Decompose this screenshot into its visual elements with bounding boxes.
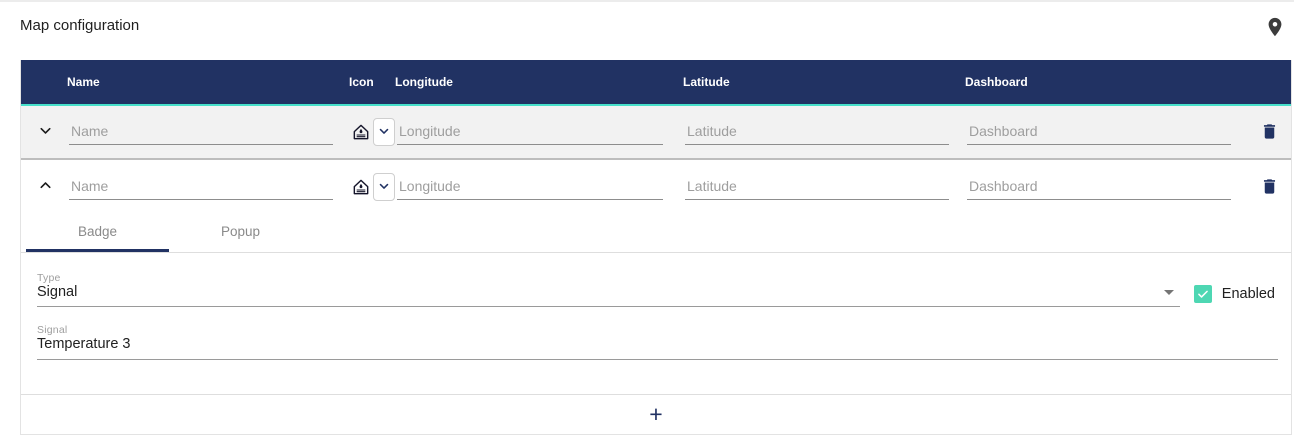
signal-field[interactable]: Signal Temperature 3 (37, 321, 1278, 360)
checkbox-checked-icon[interactable] (1193, 285, 1212, 303)
signal-value: Temperature 3 (37, 336, 131, 352)
title-bar: Map configuration (0, 2, 1294, 60)
chevron-down-icon (377, 124, 391, 141)
table-row (21, 106, 1291, 160)
house-flood-icon (351, 122, 371, 142)
col-header-name: Name (67, 75, 100, 89)
page-title: Map configuration (20, 17, 140, 34)
name-input[interactable] (69, 174, 333, 200)
map-pin-icon[interactable] (1264, 15, 1286, 39)
detail-tab-bar: Badge Popup (21, 214, 1291, 253)
icon-picker (351, 118, 395, 146)
signal-label: Signal (37, 324, 68, 336)
type-label: Type (37, 272, 61, 284)
table-footer: + (21, 394, 1291, 434)
type-select[interactable]: Type Signal (37, 269, 1180, 307)
add-row-button[interactable]: + (635, 403, 676, 426)
map-config-card: Name Icon Longitude Latitude Dashboard (20, 60, 1292, 435)
badge-panel: Type Signal Enabled Signal Temperature 3 (21, 253, 1291, 394)
longitude-input[interactable] (397, 174, 663, 200)
icon-picker (351, 173, 395, 201)
chevron-down-icon (37, 122, 54, 142)
latitude-input[interactable] (685, 119, 949, 145)
house-flood-icon (351, 177, 371, 197)
type-value: Signal (37, 284, 78, 300)
enabled-checkbox-row[interactable]: Enabled (1193, 285, 1275, 307)
expand-row-button[interactable] (31, 118, 59, 146)
dashboard-input[interactable] (967, 174, 1231, 200)
delete-row-button[interactable] (1259, 121, 1279, 143)
icon-dropdown-button[interactable] (373, 118, 395, 146)
col-header-longitude: Longitude (395, 75, 453, 89)
page-top-divider (0, 0, 1294, 2)
col-header-latitude: Latitude (683, 75, 730, 89)
col-header-icon: Icon (349, 75, 374, 89)
name-input[interactable] (69, 119, 333, 145)
dashboard-input[interactable] (967, 119, 1231, 145)
trash-icon (1260, 124, 1279, 145)
latitude-input[interactable] (685, 174, 949, 200)
enabled-label: Enabled (1221, 286, 1275, 302)
collapse-row-button[interactable] (31, 173, 59, 201)
longitude-input[interactable] (397, 119, 663, 145)
tab-badge[interactable]: Badge (26, 214, 169, 252)
tab-popup[interactable]: Popup (169, 214, 312, 252)
chevron-down-icon (377, 179, 391, 196)
trash-icon (1260, 179, 1279, 200)
dropdown-caret-icon (1163, 290, 1174, 295)
table-header: Name Icon Longitude Latitude Dashboard (21, 60, 1291, 106)
delete-row-button[interactable] (1259, 176, 1279, 198)
icon-dropdown-button[interactable] (373, 173, 395, 201)
col-header-dashboard: Dashboard (965, 75, 1028, 89)
table-row (21, 160, 1291, 214)
chevron-up-icon (37, 177, 54, 197)
